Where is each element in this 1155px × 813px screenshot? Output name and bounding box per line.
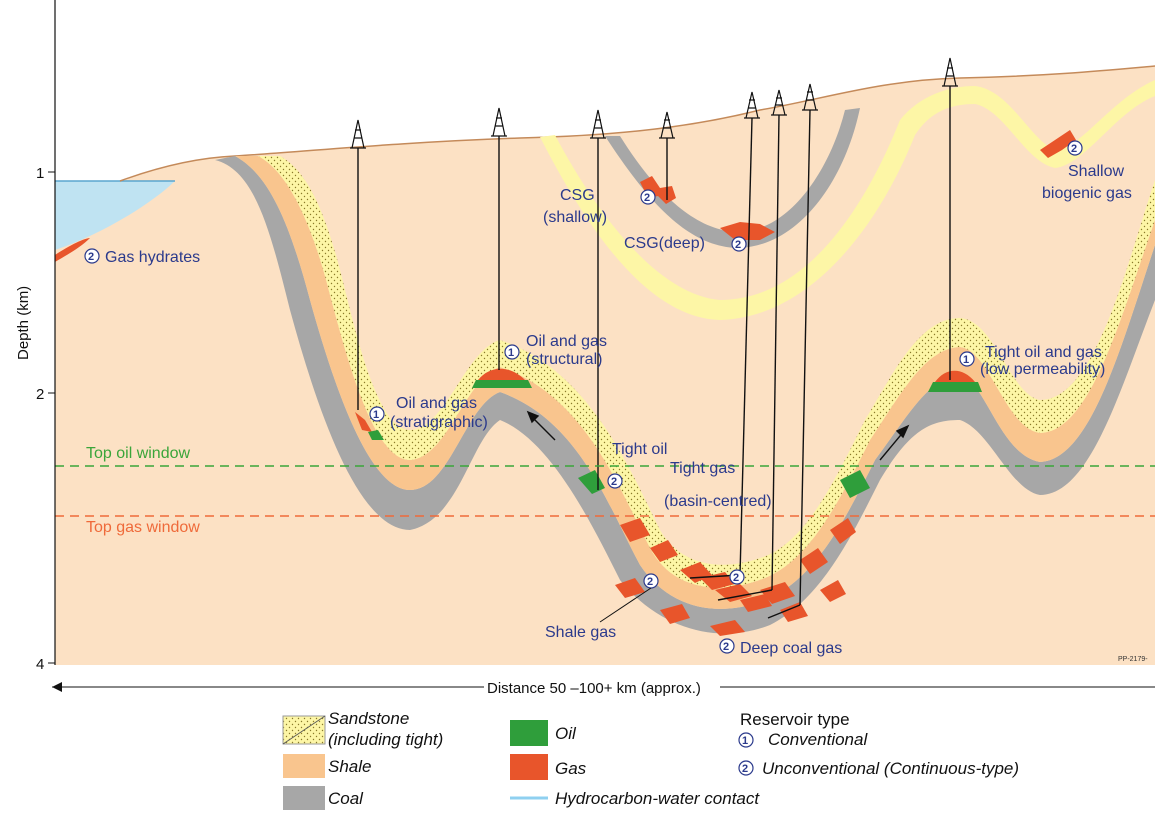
svg-text:2: 2 bbox=[735, 239, 741, 251]
legend-item-sandstone: Sandstone (including tight) bbox=[282, 709, 443, 749]
svg-text:2: 2 bbox=[1071, 143, 1077, 155]
legend-label-conventional: Conventional bbox=[768, 730, 868, 749]
gas-deep-basin-bodies bbox=[615, 518, 856, 636]
oil-structural bbox=[472, 380, 532, 388]
label-tight-gas-line1: Tight gas bbox=[670, 460, 735, 477]
migration-arrows bbox=[526, 410, 910, 461]
legend-swatch-shale bbox=[283, 754, 325, 778]
svg-text:1: 1 bbox=[963, 354, 969, 366]
svg-text:2: 2 bbox=[88, 251, 94, 263]
legend-swatch-coal bbox=[283, 786, 325, 810]
marker-csg-deep: 2 bbox=[731, 236, 747, 252]
oil-tight bbox=[928, 382, 982, 392]
gas-structural-cap bbox=[478, 368, 525, 380]
x-distance-label: Distance 50 –100+ km (approx.) bbox=[487, 680, 701, 697]
svg-text:2: 2 bbox=[647, 576, 653, 588]
legend-label-unconventional: Unconventional (Continuous-type) bbox=[762, 759, 1019, 778]
legend-label-coal: Coal bbox=[328, 789, 364, 808]
x-distance-label-bg bbox=[484, 677, 720, 697]
legend: Sandstone (including tight) Shale Coal O… bbox=[282, 709, 1019, 810]
legend-swatch-gas bbox=[510, 754, 548, 780]
legend-swatch-oil bbox=[510, 720, 548, 746]
marker-oil-gas-stratigraphic: 1 bbox=[369, 406, 385, 422]
label-shallow-biogenic-line2: biogenic gas bbox=[1042, 185, 1132, 202]
legend-item-oil: Oil bbox=[510, 720, 577, 746]
svg-text:1: 1 bbox=[742, 735, 748, 747]
legend-label-shale: Shale bbox=[328, 757, 371, 776]
label-tight-gas-line2: (basin-centred) bbox=[664, 493, 772, 510]
derrick-icons bbox=[350, 57, 958, 149]
label-oil-gas-structural-line2: (structural) bbox=[526, 351, 602, 368]
oil-stratigraphic bbox=[368, 430, 384, 440]
legend-label-sandstone-2: (including tight) bbox=[328, 730, 443, 749]
legend-label-gas: Gas bbox=[555, 759, 587, 778]
coal-layer-basin bbox=[215, 156, 1155, 634]
y-tick-label-4: 4 bbox=[36, 656, 44, 673]
legend-label-oil: Oil bbox=[555, 724, 577, 743]
legend-label-sandstone-1: Sandstone bbox=[328, 709, 409, 728]
label-shallow-biogenic-line1: Shallow bbox=[1068, 163, 1124, 180]
diagram-labels: 2 Gas hydrates CSG (shallow) 2 CSG(deep)… bbox=[84, 140, 1148, 663]
y-tick-label-2: 2 bbox=[36, 386, 44, 403]
legend-item-gas: Gas bbox=[510, 754, 587, 780]
sea bbox=[55, 181, 175, 250]
svg-text:1: 1 bbox=[508, 347, 514, 359]
gas-shallow-biogenic bbox=[1040, 130, 1076, 158]
svg-text:2: 2 bbox=[611, 476, 617, 488]
gas-tight-cap bbox=[935, 370, 975, 382]
legend-item-shale: Shale bbox=[283, 754, 371, 778]
legend-label-hc-water: Hydrocarbon-water contact bbox=[555, 789, 760, 808]
svg-text:1: 1 bbox=[373, 409, 379, 421]
svg-text:2: 2 bbox=[733, 572, 739, 584]
oil-right-flank bbox=[840, 470, 870, 498]
x-distance-arrowhead bbox=[52, 682, 62, 692]
label-top-gas-window: Top gas window bbox=[86, 519, 200, 536]
gas-hydrates-body bbox=[55, 238, 90, 262]
legend-item-unconventional: 2 Unconventional (Continuous-type) bbox=[738, 759, 1019, 778]
label-oil-gas-structural-line1: Oil and gas bbox=[526, 333, 607, 350]
label-csg-shallow-line1: CSG bbox=[560, 187, 595, 204]
svg-text:2: 2 bbox=[742, 763, 748, 775]
label-tight-oil: Tight oil bbox=[612, 441, 667, 458]
marker-tight-gas: 2 bbox=[729, 569, 745, 585]
marker-csg-shallow: 2 bbox=[640, 189, 656, 205]
label-deep-coal-gas: Deep coal gas bbox=[740, 640, 842, 657]
y-axis-label: Depth (km) bbox=[15, 286, 32, 360]
legend-item-hc-water: Hydrocarbon-water contact bbox=[510, 789, 760, 808]
coal-layer-shallow-syncline bbox=[605, 108, 860, 248]
ground-surface-line bbox=[119, 65, 1155, 182]
legend-item-coal: Coal bbox=[283, 786, 364, 810]
gas-csg-deep bbox=[720, 222, 775, 240]
marker-shale-gas: 2 bbox=[643, 573, 659, 589]
label-csg-deep: CSG(deep) bbox=[624, 235, 705, 252]
shale-gas-leader bbox=[599, 587, 652, 623]
label-figure-code: PP-2179- bbox=[1118, 656, 1148, 663]
label-tight-oil-gas-line2: (low permeability) bbox=[980, 361, 1105, 378]
label-shale-gas: Shale gas bbox=[545, 624, 616, 641]
y-tick-label-1: 1 bbox=[36, 165, 44, 182]
marker-tight-oil: 2 bbox=[607, 473, 623, 489]
svg-text:2: 2 bbox=[723, 641, 729, 653]
svg-text:2: 2 bbox=[644, 192, 650, 204]
gas-stratigraphic bbox=[355, 412, 372, 432]
label-oil-gas-stratigraphic-line1: Oil and gas bbox=[396, 395, 477, 412]
label-oil-gas-stratigraphic-line2: (stratigraphic) bbox=[390, 414, 488, 431]
legend-item-conventional: 1 Conventional bbox=[738, 730, 868, 749]
marker-gas-hydrates: 2 bbox=[84, 248, 100, 264]
label-tight-oil-gas-line1: Tight oil and gas bbox=[985, 344, 1102, 361]
marker-deep-coal-gas: 2 bbox=[719, 638, 735, 654]
legend-reservoir-type-heading: Reservoir type bbox=[740, 710, 850, 729]
marker-oil-gas-structural: 1 bbox=[504, 344, 520, 360]
wells bbox=[357, 86, 951, 619]
label-top-oil-window: Top oil window bbox=[86, 445, 191, 462]
marker-shallow-biogenic: 2 bbox=[1067, 140, 1083, 156]
label-csg-shallow-line2: (shallow) bbox=[543, 209, 607, 226]
label-gas-hydrates: Gas hydrates bbox=[105, 249, 200, 266]
marker-tight-oil-gas: 1 bbox=[959, 351, 975, 367]
